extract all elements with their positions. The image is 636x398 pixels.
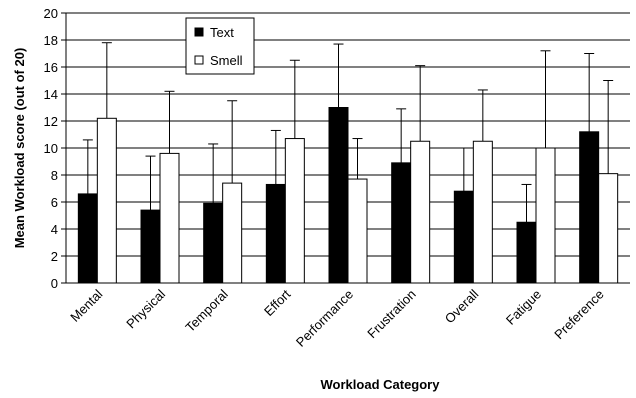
x-tick-labels: Mental Physical Temporal Effort Performance F… [67,286,607,349]
y-tick-label: 18 [44,33,58,48]
x-tick-label: Effort [261,286,294,319]
legend-label-text: Text [210,25,234,40]
bar-smell-temporal [222,182,243,284]
bar-smell-physical [159,152,180,284]
y-tick-label: 0 [51,276,58,291]
y-tick-label: 20 [44,6,58,21]
bar-smell-performance [347,178,368,284]
y-tick-label: 10 [44,141,58,156]
legend-swatch-smell [194,55,204,65]
bar-text-performance [328,107,349,284]
y-tick-label: 12 [44,114,58,129]
x-tick-label: Performance [293,287,356,350]
legend-box [185,17,255,75]
bar-smell-frustration [410,140,431,284]
x-tick-label: Preference [551,287,607,343]
bar-smell-overall [472,140,493,284]
bar-text-overall [453,190,474,284]
bar-text-fatigue [516,221,537,284]
x-tick-label: Fatigue [503,287,544,328]
bar-smell-effort [284,138,305,284]
legend-label-smell: Smell [210,53,243,68]
y-tick-label: 8 [51,168,58,183]
y-tick-label: 16 [44,60,58,75]
axes [61,12,630,284]
bar-smell-fatigue [535,147,556,284]
x-tick-label: Frustration [364,287,419,342]
y-tick-label: 2 [51,249,58,264]
bar-text-effort [265,183,286,284]
y-tick-label: 14 [44,87,58,102]
legend-swatch-text [194,27,204,37]
bar-text-preference [579,131,600,284]
y-tick-label: 6 [51,195,58,210]
y-axis-title: Mean Workload score (out of 20) [12,48,27,249]
y-tick-label: 4 [51,222,58,237]
error-bars [82,42,614,223]
x-axis-title: Workload Category [321,377,441,392]
x-tick-label: Mental [67,286,105,324]
bar-text-mental [77,193,98,284]
y-tick-labels: 0 2 4 6 8 10 12 14 16 18 20 [44,6,58,291]
bar-smell-mental [96,117,117,284]
x-tick-label: Physical [123,286,168,331]
legend: Text Smell [185,17,255,75]
x-tick-label: Overall [442,286,482,326]
x-tick-label: Temporal [182,286,230,334]
bar-smell-preference [598,173,619,284]
bar-text-temporal [203,202,224,284]
bar-series [77,107,619,284]
bar-text-frustration [391,162,412,284]
bar-text-physical [140,209,161,284]
